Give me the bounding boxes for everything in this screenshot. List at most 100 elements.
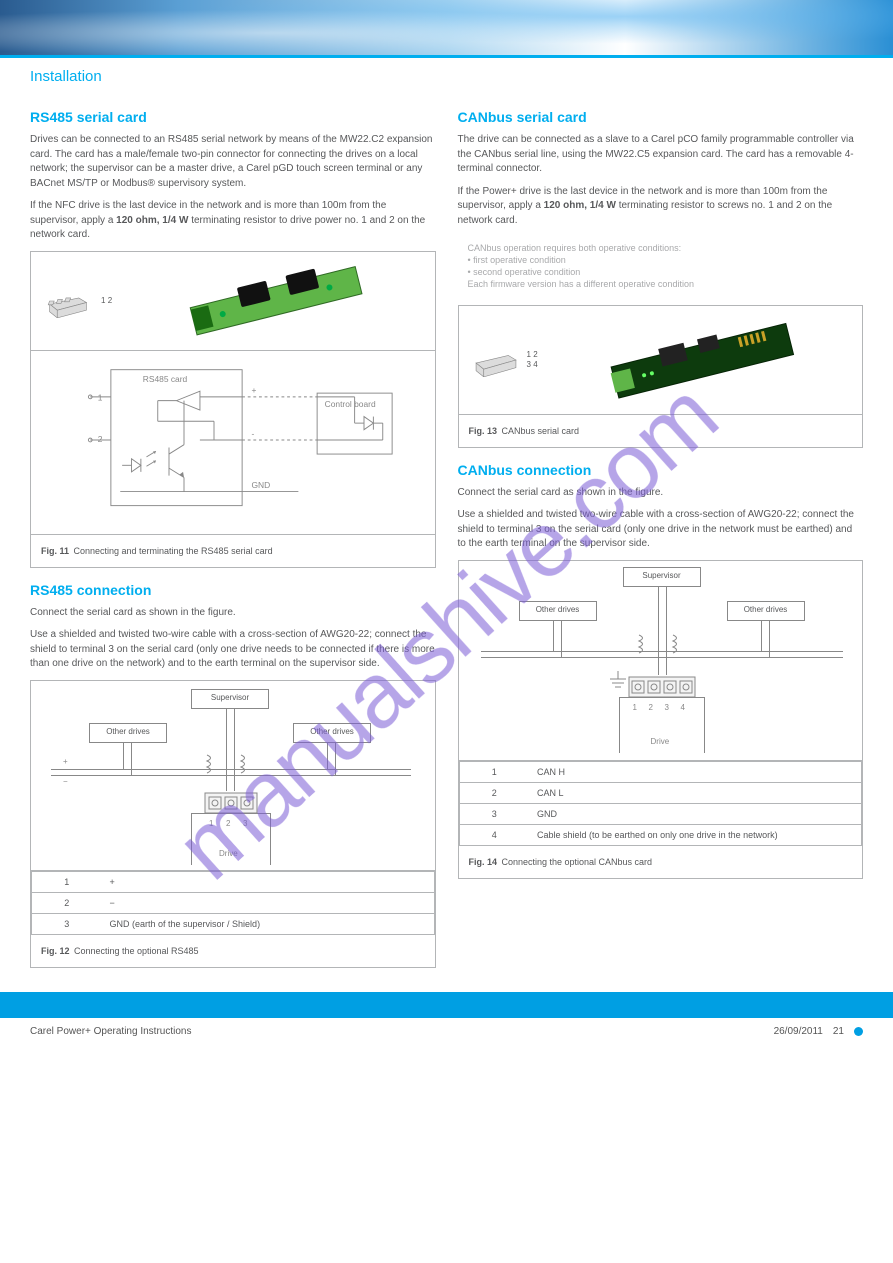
fig-num: Fig. 11 bbox=[41, 546, 69, 556]
terminal-block-icon bbox=[473, 343, 519, 377]
drive-label: Drive bbox=[219, 849, 238, 858]
pin-desc: CAN H bbox=[529, 761, 862, 782]
bold-resistor: 120 ohm, 1/4 W bbox=[544, 200, 616, 211]
footer-bar bbox=[0, 992, 893, 1018]
footer-doc-title: Carel Power+ Operating Instructions bbox=[30, 1026, 191, 1037]
minus-label: − bbox=[63, 777, 68, 786]
figure-11: 1 2 .s{stroke:#888;stroke-width:1;fill:n… bbox=[30, 251, 436, 568]
plus-label: + bbox=[63, 757, 68, 766]
pin-num: 3 bbox=[32, 913, 102, 934]
fig13-photo-panel: 1 23 4 bbox=[459, 306, 863, 415]
supervisor-box: Supervisor bbox=[623, 567, 701, 587]
footer-dot-icon bbox=[854, 1027, 863, 1036]
supervisor-box: Supervisor bbox=[191, 689, 269, 709]
fig-title: Connecting and terminating the RS485 ser… bbox=[73, 546, 272, 556]
terminal-labels: 1 23 4 bbox=[527, 350, 538, 369]
ground-icon bbox=[607, 671, 629, 693]
right-column: CANbus serial card The drive can be conn… bbox=[458, 95, 864, 982]
light-note: CANbus operation requires both operative… bbox=[458, 236, 864, 297]
svg-text:Control board: Control board bbox=[325, 399, 376, 409]
drive-label: Drive bbox=[651, 737, 670, 746]
figure-13: 1 23 4 Fig. 13 CANbus serial card bbox=[458, 305, 864, 448]
fig11-schematic-panel: .s{stroke:#888;stroke-width:1;fill:none}… bbox=[31, 351, 435, 535]
fig12-pin-table: 1+ 2− 3GND (earth of the supervisor / Sh… bbox=[31, 871, 435, 935]
pin-num: 1 bbox=[459, 761, 529, 782]
pin-num: 3 bbox=[459, 803, 529, 824]
section-title-rs485-conn: RS485 connection bbox=[30, 582, 436, 598]
fig-title: CANbus serial card bbox=[501, 426, 579, 436]
pin-num: 2 bbox=[32, 892, 102, 913]
content-columns: RS485 serial card Drives can be connecte… bbox=[0, 85, 893, 992]
fig-num: Fig. 13 bbox=[469, 426, 498, 436]
figure-12: Supervisor Other drives Other drives bbox=[30, 680, 436, 968]
svg-text:1: 1 bbox=[98, 392, 103, 402]
footer-date: 26/09/2011 bbox=[774, 1026, 823, 1037]
pin-desc: Cable shield (to be earthed on only one … bbox=[529, 824, 862, 845]
rs485-conn-p1: Connect the serial card as shown in the … bbox=[30, 606, 436, 621]
table-row: 2CAN L bbox=[459, 782, 862, 803]
terminal-label: 1 2 bbox=[101, 296, 112, 305]
other-drives-box: Other drives bbox=[519, 601, 597, 621]
pin-num: 1 bbox=[32, 871, 102, 892]
other-drives-box: Other drives bbox=[727, 601, 805, 621]
text: Each firmware version has a different op… bbox=[468, 278, 854, 290]
chapter-label: Installation bbox=[0, 58, 893, 85]
footer-page: 21 bbox=[833, 1026, 844, 1037]
rs485-board-image bbox=[171, 266, 371, 336]
can-p2: If the Power+ drive is the last device i… bbox=[458, 185, 864, 229]
fig12-diagram: Supervisor Other drives Other drives bbox=[31, 681, 435, 871]
fig-title: Connecting the optional RS485 bbox=[74, 946, 199, 956]
header-banner bbox=[0, 0, 893, 58]
section-title-canbus: CANbus serial card bbox=[458, 109, 864, 125]
shield-coil-icon bbox=[671, 633, 689, 655]
can-conn-p1: Connect the serial card as shown in the … bbox=[458, 486, 864, 501]
canbus-board-image bbox=[592, 320, 802, 400]
fig-num: Fig. 12 bbox=[41, 946, 70, 956]
shield-coil-icon bbox=[205, 753, 223, 775]
section-title-rs485: RS485 serial card bbox=[30, 109, 436, 125]
fig-title: Connecting the optional CANbus card bbox=[501, 857, 652, 867]
table-row: 3GND (earth of the supervisor / Shield) bbox=[32, 913, 435, 934]
fig12-caption: Fig. 12 Connecting the optional RS485 bbox=[31, 935, 435, 967]
rs485-para-2: If the NFC drive is the last device in t… bbox=[30, 199, 436, 243]
section-title-can-conn: CANbus connection bbox=[458, 462, 864, 478]
footer-row: Carel Power+ Operating Instructions 26/0… bbox=[0, 1018, 893, 1051]
other-drives-box: Other drives bbox=[89, 723, 167, 743]
fig14-caption: Fig. 14 Connecting the optional CANbus c… bbox=[459, 846, 863, 878]
svg-text:RS485 card: RS485 card bbox=[143, 373, 188, 383]
svg-text:GND: GND bbox=[252, 479, 271, 489]
fig11-caption: Fig. 11 Connecting and terminating the R… bbox=[31, 535, 435, 567]
pin-desc: GND (earth of the supervisor / Shield) bbox=[102, 913, 435, 934]
fig14-diagram: Supervisor Other drives Other drives bbox=[459, 561, 863, 761]
pin-desc: + bbox=[102, 871, 435, 892]
pin-desc: CAN L bbox=[529, 782, 862, 803]
list-item: • first operative condition bbox=[468, 254, 854, 266]
list-item: • second operative condition bbox=[468, 266, 854, 278]
table-row: 1+ bbox=[32, 871, 435, 892]
table-row: 1CAN H bbox=[459, 761, 862, 782]
table-row: 3GND bbox=[459, 803, 862, 824]
pin-num: 4 bbox=[459, 824, 529, 845]
bold-resistor: 120 ohm, 1/4 W bbox=[116, 215, 188, 226]
rs485-para-1: Drives can be connected to an RS485 seri… bbox=[30, 133, 436, 191]
fig11-photo-panel: 1 2 bbox=[31, 252, 435, 351]
svg-text:2: 2 bbox=[98, 433, 103, 443]
rs485-conn-p2: Use a shielded and twisted two-wire cabl… bbox=[30, 628, 436, 672]
pin-desc: GND bbox=[529, 803, 862, 824]
rs485-schematic: .s{stroke:#888;stroke-width:1;fill:none}… bbox=[41, 365, 425, 515]
table-row: 4Cable shield (to be earthed on only one… bbox=[459, 824, 862, 845]
other-drives-box: Other drives bbox=[293, 723, 371, 743]
shield-coil-icon bbox=[239, 753, 257, 775]
can-conn-p2: Use a shielded and twisted two-wire cabl… bbox=[458, 508, 864, 552]
text: CANbus operation requires both operative… bbox=[468, 242, 854, 254]
terminal-block-icon bbox=[45, 284, 91, 318]
fig14-pin-table: 1CAN H 2CAN L 3GND 4Cable shield (to be … bbox=[459, 761, 863, 846]
shield-coil-icon bbox=[637, 633, 655, 655]
left-column: RS485 serial card Drives can be connecte… bbox=[30, 95, 436, 982]
figure-14: Supervisor Other drives Other drives bbox=[458, 560, 864, 879]
fig13-caption: Fig. 13 CANbus serial card bbox=[459, 415, 863, 447]
fig-num: Fig. 14 bbox=[469, 857, 498, 867]
pin-num: 2 bbox=[459, 782, 529, 803]
svg-text:+: + bbox=[252, 385, 257, 395]
pin-desc: − bbox=[102, 892, 435, 913]
